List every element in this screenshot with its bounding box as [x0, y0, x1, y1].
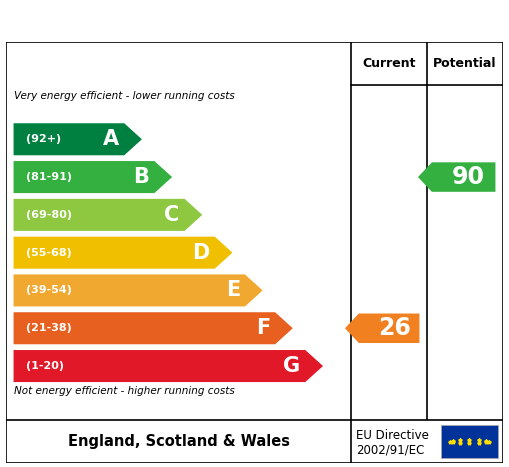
Polygon shape: [14, 161, 172, 193]
Text: 90: 90: [452, 165, 485, 189]
Text: (69-80): (69-80): [26, 210, 72, 220]
Polygon shape: [14, 350, 323, 382]
Text: Very energy efficient - lower running costs: Very energy efficient - lower running co…: [14, 91, 234, 101]
Text: (1-20): (1-20): [26, 361, 64, 371]
Bar: [441, 425, 498, 458]
Text: (21-38): (21-38): [26, 323, 72, 333]
Text: B: B: [133, 167, 150, 187]
Polygon shape: [14, 123, 142, 156]
Text: (39-54): (39-54): [26, 285, 72, 296]
Text: C: C: [164, 205, 180, 225]
Polygon shape: [418, 163, 495, 192]
Polygon shape: [14, 237, 233, 269]
Polygon shape: [14, 312, 293, 344]
Text: (55-68): (55-68): [26, 248, 72, 258]
Text: E: E: [225, 281, 240, 300]
Polygon shape: [14, 275, 263, 306]
Text: 2002/91/EC: 2002/91/EC: [356, 444, 425, 457]
Text: (81-91): (81-91): [26, 172, 72, 182]
Polygon shape: [14, 199, 202, 231]
Text: Energy Efficiency Rating: Energy Efficiency Rating: [120, 14, 389, 32]
Text: England, Scotland & Wales: England, Scotland & Wales: [68, 434, 290, 449]
Text: (92+): (92+): [26, 134, 61, 144]
Text: EU Directive: EU Directive: [356, 429, 429, 441]
Text: A: A: [103, 129, 119, 149]
Text: Potential: Potential: [433, 57, 497, 70]
Text: D: D: [192, 243, 210, 262]
Text: 26: 26: [378, 316, 411, 340]
Polygon shape: [345, 313, 419, 343]
Text: F: F: [256, 318, 270, 338]
Text: Current: Current: [362, 57, 416, 70]
Text: Not energy efficient - higher running costs: Not energy efficient - higher running co…: [14, 386, 234, 396]
Text: G: G: [283, 356, 300, 376]
